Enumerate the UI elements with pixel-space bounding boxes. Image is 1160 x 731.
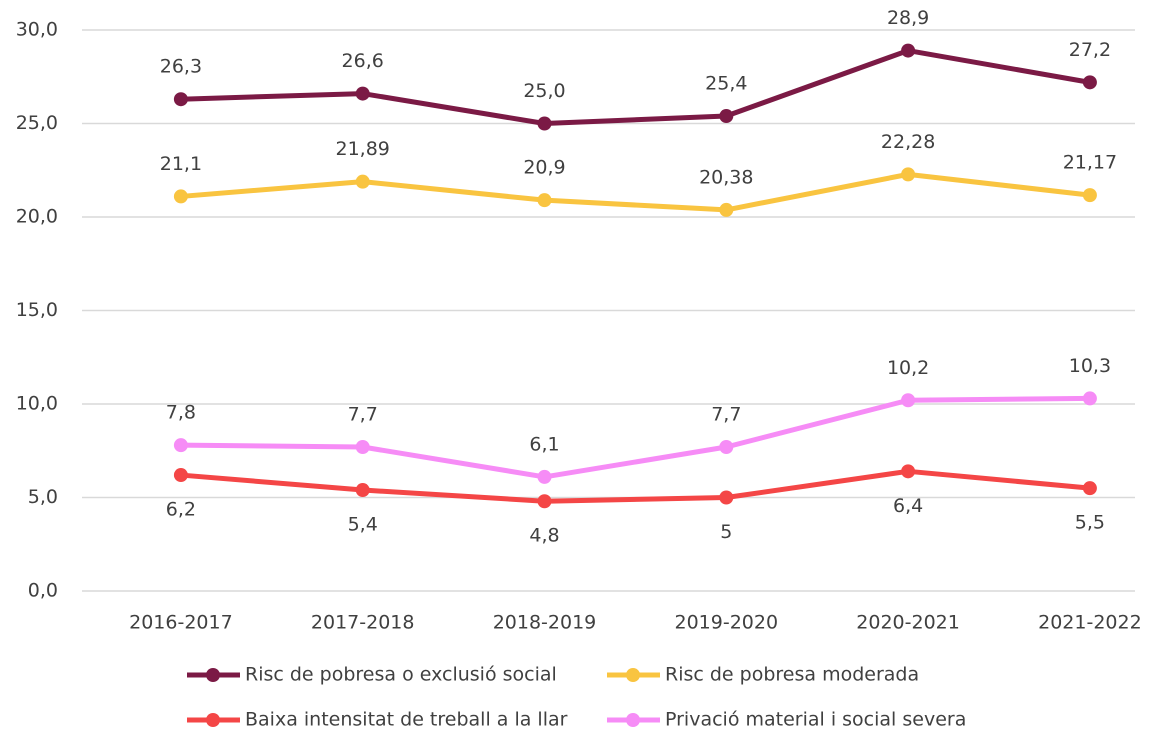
y-tick-label: 5,0 [28,486,58,508]
series-marker [901,393,916,408]
legend-label: Risc de pobresa moderada [665,664,919,686]
data-label: 7,8 [166,402,196,424]
legend-label: Risc de pobresa o exclusió social [245,664,557,686]
data-label: 4,8 [529,525,559,547]
series-marker [355,440,370,455]
y-tick-label: 0,0 [28,580,58,602]
data-label: 10,3 [1069,355,1111,377]
series-marker [537,116,552,131]
legend-marker [206,668,220,682]
data-label: 5 [720,521,732,543]
data-label: 21,1 [160,153,202,175]
data-label: 7,7 [348,404,378,426]
series-marker [719,109,734,124]
x-tick-label: 2017-2018 [311,612,415,634]
series-marker [355,86,370,101]
legend-marker [206,713,220,727]
data-label: 20,9 [523,157,565,179]
series-marker [537,494,552,509]
series-marker [537,193,552,208]
data-label: 6,1 [529,433,559,455]
legend-label: Privació material i social severa [665,709,966,731]
y-tick-label: 30,0 [16,19,58,41]
data-label: 6,2 [166,499,196,521]
series-line [180,395,1090,480]
series-marker [355,174,370,189]
x-tick-label: 2020-2021 [856,612,960,634]
series-line [180,48,1091,126]
series-marker [173,189,188,204]
x-tick-label: 2018-2019 [493,612,597,634]
data-label: 10,2 [887,357,929,379]
legend-marker [626,713,640,727]
series-marker [537,469,552,484]
data-label: 21,17 [1063,152,1117,174]
series-marker [355,483,370,498]
series-marker [1082,188,1097,203]
data-label: 28,9 [887,7,929,29]
x-tick-label: 2021-2022 [1038,612,1142,634]
series-marker [719,490,734,505]
x-tick-label: 2019-2020 [675,612,779,634]
series-marker [901,43,916,58]
series-marker [901,167,916,182]
series-marker [173,92,188,107]
data-label: 6,4 [893,495,923,517]
series-marker [1082,75,1097,90]
data-label: 27,2 [1069,39,1111,61]
data-label: 25,4 [705,73,747,95]
data-label: 26,3 [160,56,202,78]
data-label: 22,28 [881,131,935,153]
y-tick-label: 10,0 [16,393,58,415]
series-marker [719,202,734,217]
series-marker [901,464,916,479]
data-label: 5,4 [348,514,378,536]
data-label: 5,5 [1075,512,1105,534]
series-marker [173,468,188,483]
y-tick-label: 20,0 [16,206,58,228]
series-line [180,468,1091,504]
y-tick-label: 15,0 [16,299,58,321]
x-tick-label: 2016-2017 [129,612,233,634]
data-label: 20,38 [699,166,753,188]
data-label: 7,7 [711,404,741,426]
data-label: 25,0 [523,80,565,102]
data-label: 21,89 [335,138,389,160]
series-line [180,171,1091,213]
y-tick-label: 25,0 [16,112,58,134]
data-label: 26,6 [342,50,384,72]
legend-marker [626,668,640,682]
series-marker [173,438,188,453]
legend-label: Baixa intensitat de treball a la llar [245,709,568,731]
series-marker [1082,391,1097,406]
series-marker [719,440,734,455]
series-marker [1082,481,1097,496]
